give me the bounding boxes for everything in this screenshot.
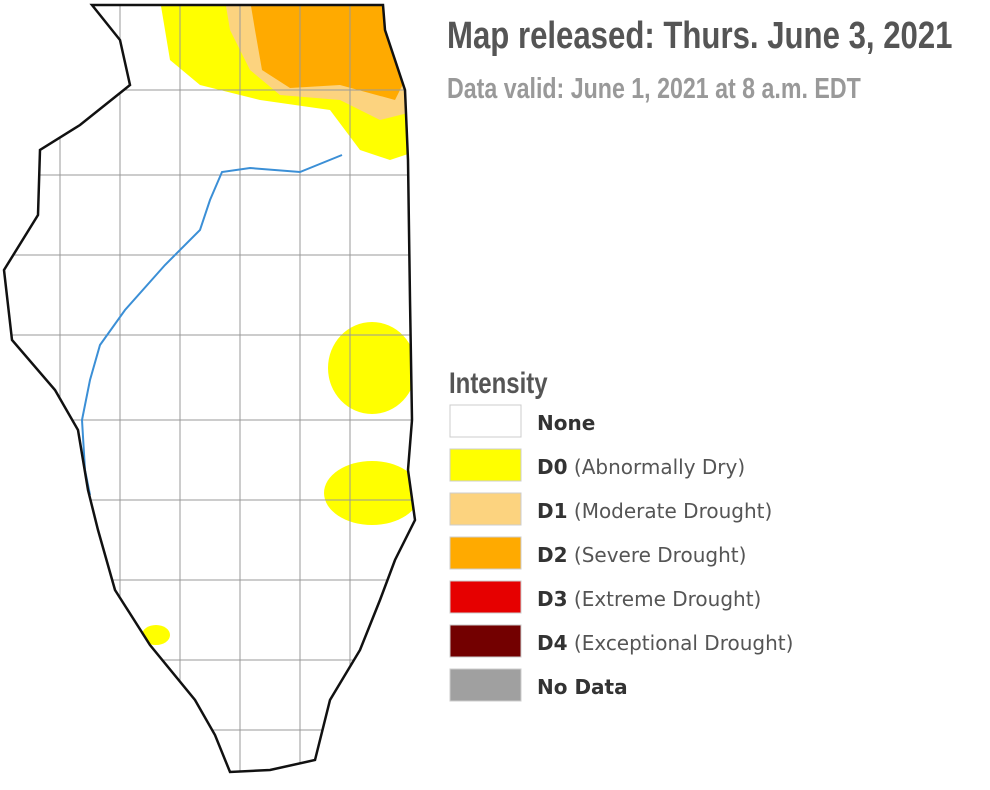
map-title: Map released: Thurs. June 3, 2021	[447, 15, 953, 57]
legend-code: No Data	[537, 675, 628, 699]
legend-swatch	[449, 580, 522, 614]
legend-code: D1	[537, 499, 568, 523]
d0-area	[328, 322, 415, 414]
legend-text: D3 (Extreme Drought)	[537, 587, 761, 611]
legend-text: None	[537, 411, 595, 435]
legend-item: D1 (Moderate Drought)	[449, 492, 772, 526]
legend-code: D4	[537, 631, 568, 655]
legend-swatch	[449, 448, 522, 482]
legend-label: (Moderate Drought)	[574, 499, 772, 523]
legend-text: D2 (Severe Drought)	[537, 543, 746, 567]
legend-label: (Exceptional Drought)	[574, 631, 794, 655]
legend-item: D0 (Abnormally Dry)	[449, 448, 745, 482]
illinois-map	[2, 3, 417, 774]
legend-label: (Extreme Drought)	[574, 587, 761, 611]
legend-item: D2 (Severe Drought)	[449, 536, 746, 570]
legend-item: No Data	[449, 668, 628, 702]
legend-text: D0 (Abnormally Dry)	[537, 455, 745, 479]
legend-swatch	[449, 624, 522, 658]
legend-swatch	[449, 536, 522, 570]
drought-areas	[4, 5, 415, 772]
legend-swatch	[449, 492, 522, 526]
legend-text: D4 (Exceptional Drought)	[537, 631, 793, 655]
legend-swatch	[449, 668, 522, 702]
legend-text: No Data	[537, 675, 628, 699]
legend-item: None	[449, 404, 595, 438]
legend-text: D1 (Moderate Drought)	[537, 499, 772, 523]
state-outline	[2, 3, 417, 774]
map-subtitle: Data valid: June 1, 2021 at 8 a.m. EDT	[447, 71, 861, 104]
legend-code: None	[537, 411, 595, 435]
legend-label: (Severe Drought)	[574, 543, 747, 567]
legend-label: (Abnormally Dry)	[574, 455, 745, 479]
legend-code: D3	[537, 587, 568, 611]
legend-title: Intensity	[449, 365, 548, 399]
d0-area	[142, 625, 170, 645]
legend-swatch	[449, 404, 522, 438]
legend-item: D4 (Exceptional Drought)	[449, 624, 793, 658]
legend-code: D2	[537, 543, 568, 567]
legend-item: D3 (Extreme Drought)	[449, 580, 761, 614]
river	[80, 154, 343, 496]
d0-area	[324, 461, 415, 525]
d2-area	[250, 5, 405, 100]
legend-code: D0	[537, 455, 568, 479]
